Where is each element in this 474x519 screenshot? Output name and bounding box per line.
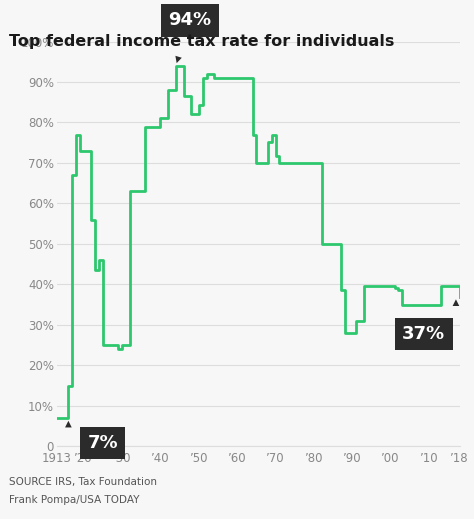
Text: SOURCE IRS, Tax Foundation: SOURCE IRS, Tax Foundation (9, 477, 157, 487)
Text: 7%: 7% (65, 421, 118, 452)
Text: Frank Pompa/USA TODAY: Frank Pompa/USA TODAY (9, 496, 140, 506)
Text: Top federal income tax rate for individuals: Top federal income tax rate for individu… (9, 34, 395, 49)
Text: 37%: 37% (402, 299, 459, 343)
Text: 94%: 94% (168, 11, 211, 63)
